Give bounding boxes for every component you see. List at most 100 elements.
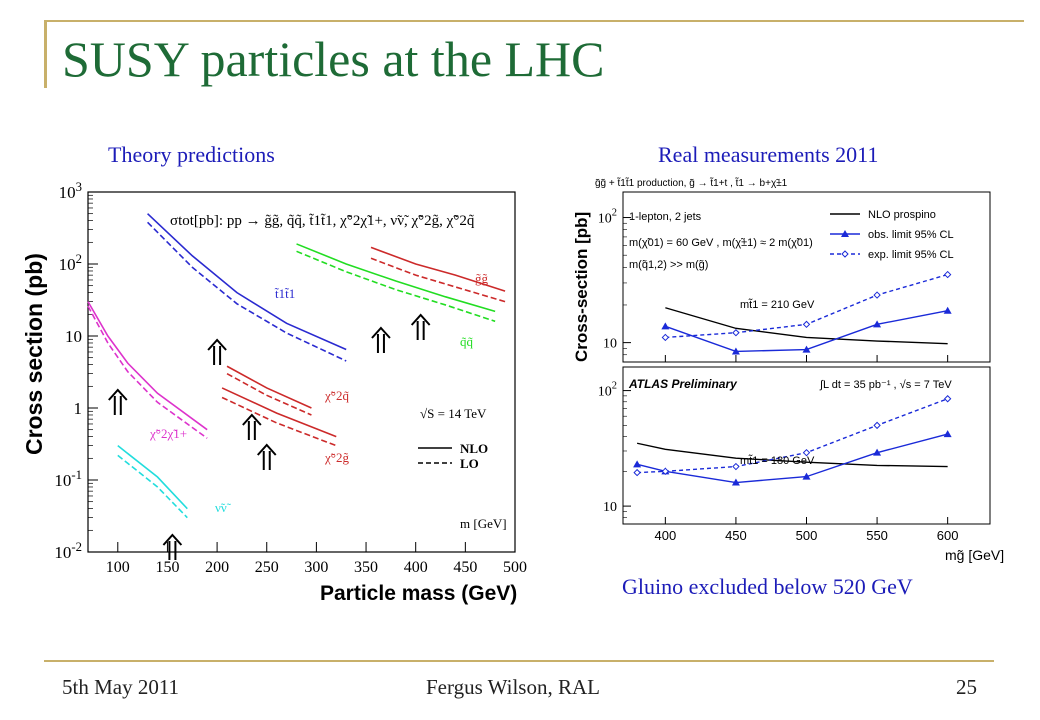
annotation-stop-mass: mt̃1 = 180 GeV (740, 454, 815, 467)
x-tick-label: 500 (503, 559, 527, 576)
top-panel-obs-line (665, 310, 948, 353)
y-tick-label: 10 (603, 337, 617, 352)
y-tick-label: 103 (59, 180, 82, 202)
y-axis-label: Cross-section [pb] (572, 212, 591, 362)
obs-point (943, 430, 952, 438)
caption-gluino: Gluino excluded below 520 GeV (622, 574, 913, 599)
arrow-marker (371, 326, 391, 353)
plot-frame (87, 191, 516, 553)
y-tick-label: 1 (74, 399, 83, 418)
caption-measurements: Real measurements 2011 (658, 142, 879, 167)
atlas-chart-plot: g̃g̃ + t̃1t̃1 production, g̃ → t̃1+t , t… (572, 177, 1004, 563)
legend-label-lo: LO (460, 456, 479, 471)
exp-point (873, 421, 881, 430)
series-label: q̃q̃ (460, 334, 474, 349)
x-axis-label: mg̃ [GeV] (945, 547, 1004, 563)
x-tick-label: 400 (404, 559, 428, 576)
x-tick-label: 600 (937, 528, 959, 543)
footer-page: 25 (956, 675, 977, 699)
x-tick-label: 500 (796, 528, 818, 543)
frame-left-line (44, 22, 47, 88)
legend-label-obs: obs. limit 95% CL (868, 229, 954, 241)
y-tick-label: 102 (59, 252, 82, 274)
legend-label-nlo: NLO (460, 441, 488, 456)
bottom-panel-exp-line (637, 398, 948, 474)
y-tick-label: 102 (598, 208, 617, 227)
arrow-marker (108, 388, 128, 415)
bottom-panel-obs-line (636, 433, 948, 484)
series-nlo-line (87, 301, 208, 431)
arrow-marker (257, 443, 277, 470)
annotation-squark: m(q̃1,2) >> m(g̃) (629, 259, 708, 271)
y-tick-label: 10 (65, 327, 82, 346)
series-lo-line (221, 396, 337, 447)
legend-label-exp: exp. limit 95% CL (868, 249, 954, 261)
theory-chart-plot: 10-2 10-1 1 10 102 103 100 150 200 250 300 350 400 45… (21, 180, 527, 605)
exp-point (802, 448, 811, 457)
y-tick-label: 10 (603, 500, 617, 515)
footer-author: Fergus Wilson, RAL (426, 675, 600, 699)
exp-point (661, 467, 670, 476)
exp-point (732, 462, 740, 471)
arrow-marker (410, 313, 431, 340)
series-lo-line (87, 305, 208, 439)
x-tick-label: 300 (304, 559, 328, 576)
series-nlo-line (221, 387, 337, 438)
obs-point (633, 460, 642, 468)
series-nlo-line (370, 246, 506, 292)
x-tick-label: 450 (725, 528, 747, 543)
x-tick-label: 450 (453, 559, 477, 576)
y-tick-label: 10-2 (54, 540, 82, 562)
arrow-marker (207, 338, 227, 365)
atlas-chart: g̃g̃ + t̃1t̃1 production, g̃ → t̃1+t , t… (572, 177, 1004, 563)
chart-title: σtot[pb]: pp → g̃g̃, q̃q̃, t̃1t̃1, χ̃°2χ… (170, 213, 475, 229)
annotation-masses: m(χ̃01) = 60 GeV , m(χ̃±1) ≈ 2 m(χ̃01) (629, 237, 813, 249)
series-label: ν̃ν̃ (215, 500, 232, 515)
exp-point (633, 468, 641, 477)
slide-title: SUSY particles at the LHC (62, 31, 605, 87)
obs-point (802, 472, 811, 480)
series-lo-line (226, 372, 312, 416)
x-tick-label: 200 (205, 559, 229, 576)
legend-marker-obs (841, 230, 849, 237)
arrow-marker (242, 413, 262, 440)
exp-point (943, 270, 952, 279)
series-lo-line (370, 257, 506, 303)
x-tick-label: 550 (866, 528, 888, 543)
frame-top-line (44, 20, 1024, 22)
exp-point (802, 320, 811, 329)
legend-marker-exp (841, 250, 849, 258)
series-nlo-line (147, 213, 347, 351)
series-nlo-line (117, 445, 188, 510)
top-panel-nlo-line (665, 307, 948, 345)
caption-theory: Theory predictions (108, 142, 275, 167)
x-tick-label: 400 (654, 528, 676, 543)
obs-point (802, 345, 811, 353)
x-axis-label: Particle mass (GeV) (320, 582, 517, 605)
series-label: t̃1t̃1 (275, 286, 296, 301)
footer-date: 5th May 2011 (62, 675, 180, 699)
exp-point (732, 329, 740, 337)
footer-line (44, 660, 994, 662)
obs-point (731, 347, 740, 355)
energy-label: √S = 14 TeV (420, 406, 487, 421)
x-tick-label: 350 (354, 559, 378, 576)
series-label: χ̃°2q̃ (324, 388, 349, 403)
annotation-channel: 1-lepton, 2 jets (629, 211, 702, 223)
series-nlo-line (226, 365, 312, 409)
y-tick-label: 10-1 (54, 468, 82, 490)
exp-point (873, 291, 881, 299)
series-lo-line (117, 454, 188, 519)
theory-chart: 10-2 10-1 1 10 102 103 100 150 200 250 300 350 400 45… (21, 180, 527, 605)
series-label: χ̃°2g̃ (324, 450, 349, 465)
series-lo-line (147, 221, 347, 362)
obs-point (943, 306, 952, 314)
obs-point (661, 322, 670, 330)
x-unit-label: m [GeV] (460, 516, 507, 531)
series-lo-line (296, 250, 496, 323)
annotation-atlas: ATLAS Preliminary (628, 377, 738, 391)
obs-point (873, 448, 882, 456)
obs-point (873, 320, 882, 328)
x-tick-label: 100 (106, 559, 130, 576)
exp-point (661, 333, 670, 342)
